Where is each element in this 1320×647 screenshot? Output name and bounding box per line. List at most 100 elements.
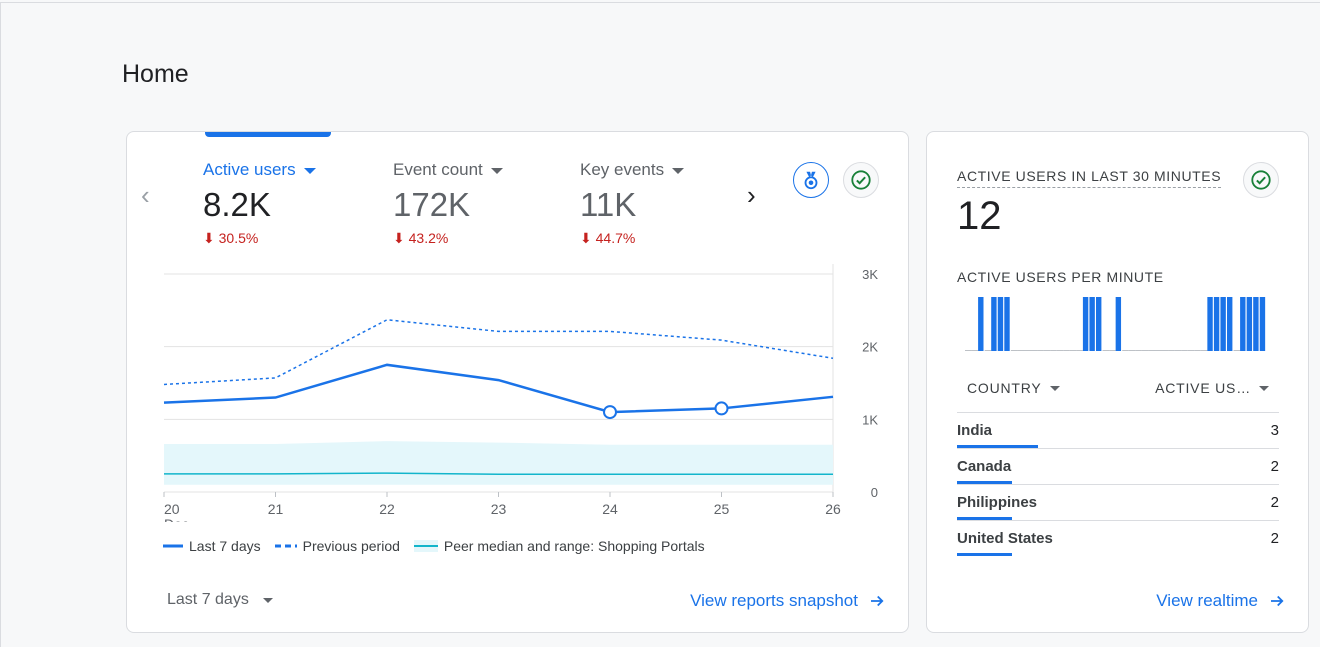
check-circle-icon xyxy=(851,170,871,190)
realtime-status-button[interactable] xyxy=(1243,162,1279,198)
metric-key-events[interactable]: Key events 11K ⬇ 44.7% xyxy=(580,160,685,247)
metric-event-count[interactable]: Event count 172K ⬇ 43.2% xyxy=(393,160,503,247)
country-name: Philippines xyxy=(957,494,1038,511)
minute-bar[interactable] xyxy=(1194,350,1201,351)
minute-bar[interactable] xyxy=(1063,350,1070,351)
country-name: Canada xyxy=(957,458,1012,475)
minute-bar[interactable] xyxy=(1069,350,1077,351)
minute-bar[interactable] xyxy=(1115,297,1122,351)
minute-bar[interactable] xyxy=(997,297,1004,351)
minute-bar[interactable] xyxy=(978,297,984,351)
minute-bar[interactable] xyxy=(1030,350,1038,351)
chevron-left-icon[interactable]: ‹ xyxy=(141,180,150,210)
minute-bar[interactable] xyxy=(1102,350,1110,351)
minute-bar[interactable] xyxy=(1004,297,1010,351)
realtime-title[interactable]: ACTIVE USERS IN LAST 30 MINUTES xyxy=(957,168,1222,188)
x-tick-label: 20 xyxy=(164,501,180,517)
minute-bar[interactable] xyxy=(1181,350,1188,351)
minute-bar[interactable] xyxy=(965,350,972,351)
minute-bar[interactable] xyxy=(991,297,997,351)
solid-line-swatch xyxy=(163,544,183,548)
view-realtime-link[interactable]: View realtime xyxy=(1156,591,1286,611)
chart-legend: Last 7 days Previous period Peer median … xyxy=(163,538,705,554)
minute-bar[interactable] xyxy=(1128,350,1136,351)
peer-median-line xyxy=(164,472,833,475)
x-tick-label: 21 xyxy=(268,501,284,517)
minute-bar[interactable] xyxy=(1037,350,1044,351)
minute-bar[interactable] xyxy=(1246,297,1253,351)
y-tick-label: 1K xyxy=(862,412,878,427)
minute-bar[interactable] xyxy=(1253,297,1259,351)
minute-bar[interactable] xyxy=(1220,297,1226,351)
view-reports-snapshot-link[interactable]: View reports snapshot xyxy=(690,591,886,611)
active-tab-indicator xyxy=(205,132,331,137)
minute-bar[interactable] xyxy=(1227,297,1233,351)
metric-active-users[interactable]: Active users 8.2K ⬇ 30.5% xyxy=(203,160,316,247)
status-check-button[interactable] xyxy=(843,162,879,198)
share-bar xyxy=(957,445,1038,448)
minute-bar[interactable] xyxy=(1207,297,1213,351)
minute-bar[interactable] xyxy=(1174,350,1182,351)
minute-bar[interactable] xyxy=(1082,297,1089,351)
active-users-count: 2 xyxy=(1270,530,1279,547)
country-name: United States xyxy=(957,530,1053,547)
arrow-down-icon: ⬇ xyxy=(203,230,215,246)
minute-bar[interactable] xyxy=(971,350,979,351)
link-label: View realtime xyxy=(1156,591,1258,610)
caret-down-icon xyxy=(1259,385,1269,391)
minute-bar[interactable] xyxy=(1187,350,1195,351)
dashed-line-swatch xyxy=(274,544,297,548)
table-row[interactable]: India 3 xyxy=(957,412,1279,448)
minute-bar[interactable] xyxy=(1161,350,1169,351)
top-divider xyxy=(0,2,1320,3)
date-range-label: Last 7 days xyxy=(167,591,249,608)
minute-bar[interactable] xyxy=(1109,350,1116,351)
metric-label: Key events xyxy=(580,160,685,180)
minute-bar[interactable] xyxy=(1096,297,1102,351)
metric-label-text: Key events xyxy=(580,160,665,179)
column-header-country[interactable]: COUNTRY xyxy=(957,380,1070,396)
country-name: India xyxy=(957,422,993,439)
minute-bar[interactable] xyxy=(1135,350,1142,351)
minute-bar[interactable] xyxy=(1043,350,1051,351)
insights-button[interactable] xyxy=(793,162,829,198)
minute-bar[interactable] xyxy=(1056,350,1064,351)
minute-bar[interactable] xyxy=(1023,350,1031,351)
minute-bar[interactable] xyxy=(1240,297,1246,351)
minute-bar[interactable] xyxy=(1141,350,1149,351)
country-table: India 3 Canada 2 Philippines 2 United States 2 xyxy=(957,412,1279,556)
minute-bar[interactable] xyxy=(1259,297,1266,351)
metric-label-text: Active users xyxy=(203,160,296,179)
minute-bar[interactable] xyxy=(1050,350,1057,351)
minute-bar[interactable] xyxy=(1168,350,1175,351)
data-point xyxy=(603,405,617,420)
minute-bar[interactable] xyxy=(1122,350,1129,351)
table-row[interactable]: United States 2 xyxy=(957,520,1279,556)
metric-label: Event count xyxy=(393,160,503,180)
caret-down-icon xyxy=(262,597,273,603)
active-users-count: 2 xyxy=(1270,458,1279,475)
table-row[interactable]: Canada 2 xyxy=(957,448,1279,484)
legend-item-last7[interactable]: Last 7 days xyxy=(163,538,261,554)
minute-bar[interactable] xyxy=(1213,297,1220,351)
metric-label: Active users xyxy=(203,160,316,180)
minute-bar[interactable] xyxy=(1089,297,1095,351)
table-row[interactable]: Philippines 2 xyxy=(957,484,1279,520)
minute-bar[interactable] xyxy=(1200,350,1208,351)
column-header-active-users[interactable]: ACTIVE US… xyxy=(1145,380,1279,396)
minute-bar[interactable] xyxy=(1017,350,1024,351)
minute-bar[interactable] xyxy=(1154,350,1162,351)
date-range-select[interactable]: Last 7 days xyxy=(167,591,273,609)
legend-item-peer[interactable]: Peer median and range: Shopping Portals xyxy=(413,538,705,554)
chevron-right-icon[interactable]: › xyxy=(747,180,756,210)
legend-item-previous[interactable]: Previous period xyxy=(274,538,400,554)
check-circle-icon xyxy=(1251,170,1271,190)
realtime-subtitle: ACTIVE USERS PER MINUTE xyxy=(957,269,1164,285)
minute-bar[interactable] xyxy=(1233,350,1241,351)
minute-bar[interactable] xyxy=(984,350,992,351)
minute-bar[interactable] xyxy=(1010,350,1018,351)
overview-card: ‹ Active users 8.2K ⬇ 30.5% Event count … xyxy=(126,131,909,633)
minute-bar[interactable] xyxy=(1148,350,1155,351)
legend-label: Previous period xyxy=(302,538,400,554)
minute-bar[interactable] xyxy=(1076,350,1083,351)
